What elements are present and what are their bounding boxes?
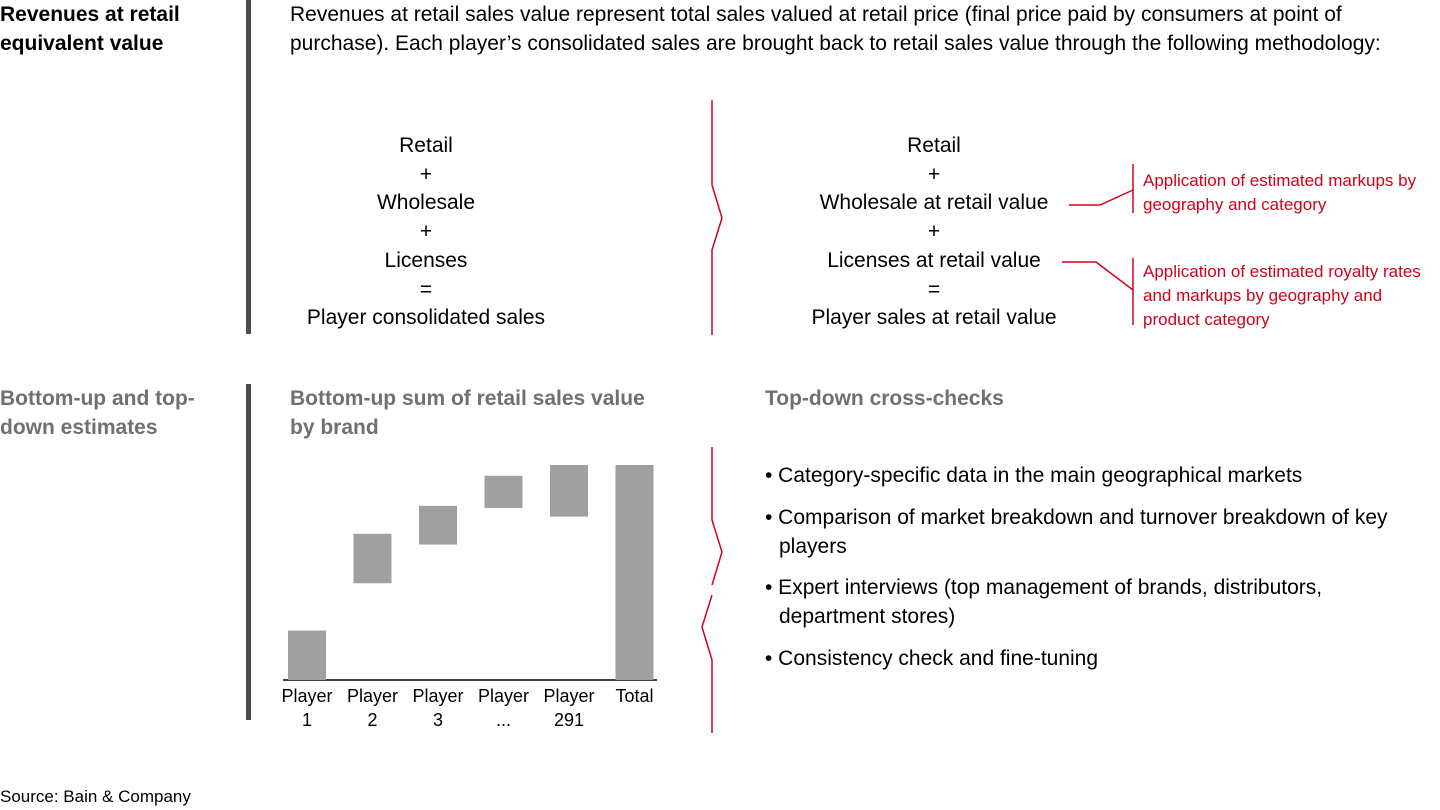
left-formula-line: Licenses: [384, 248, 468, 272]
right-formula: Retail + Wholesale at retail value + Lic…: [764, 132, 1104, 333]
waterfall-bar-2: [353, 533, 392, 584]
source-note: Source: Bain & Company: [0, 787, 191, 806]
waterfall-bar-3: [419, 505, 457, 545]
section1-divider: [246, 0, 251, 334]
right-formula-line: +: [927, 220, 941, 244]
chart-title: Bottom-up sum of retail sales value by b…: [290, 387, 645, 439]
x-tick-label: Player 1: [281, 686, 333, 730]
left-formula-line: Wholesale: [376, 191, 476, 215]
x-tick-label: Player...: [477, 686, 530, 730]
right-formula-line: Player sales at retail value: [811, 306, 1057, 330]
right-formula-line: +: [927, 162, 941, 186]
waterfall-bar-1: [288, 630, 326, 680]
bullet-item: • Category-specific data in the main geo…: [765, 464, 1303, 487]
bullet-item: • Consistency check and fine-tuning: [765, 647, 1099, 670]
waterfall-bar-4: [484, 475, 523, 508]
left-formula-line: =: [419, 277, 433, 301]
section2-title: Bottom-up and top-down estimates: [0, 387, 195, 439]
x-tick-label: Player 2: [346, 686, 399, 730]
left-formula: Retail + Wholesale + Licenses = Player c…: [256, 132, 596, 333]
x-tick-label: Total: [615, 686, 654, 706]
left-formula-line: +: [419, 220, 433, 244]
right-formula-line: Wholesale at retail value: [819, 191, 1049, 215]
right-formula-line: Retail: [907, 134, 961, 157]
section2-divider: [246, 384, 251, 720]
bottom-top-segment: [711, 447, 723, 586]
left-formula-line: Player consolidated sales: [306, 306, 546, 330]
royalty-note-bracket: [1062, 261, 1134, 291]
top-chevron-divider: [711, 100, 723, 335]
bullet-item: • Expert interviews (top management of b…: [765, 576, 1323, 628]
x-tick-label: Player 291: [543, 686, 595, 730]
bullet-item: • Comparison of market breakdown and tur…: [765, 506, 1388, 558]
waterfall-bar-5: [550, 465, 588, 517]
markup-note: Application of estimated markups by geog…: [1143, 171, 1417, 214]
left-formula-line: +: [419, 162, 433, 186]
cross-checks-title: Top-down cross-checks: [765, 387, 1004, 410]
right-formula-line: =: [927, 277, 941, 301]
left-formula-line: Retail: [399, 134, 453, 157]
x-tick-label: Player 3: [412, 686, 464, 730]
section1-title: Revenues at retail equivalent value: [0, 3, 180, 55]
section1-description: Revenues at retail sales value represent…: [290, 3, 1381, 55]
bottom-lower-segment: [701, 594, 713, 733]
markup-note-bracket: [1069, 189, 1134, 206]
waterfall-bars: [288, 465, 654, 680]
royalty-note: Application of estimated royalty rates a…: [1143, 262, 1421, 329]
waterfall-bar-6: [615, 465, 654, 680]
right-formula-line: Licenses at retail value: [827, 248, 1041, 272]
